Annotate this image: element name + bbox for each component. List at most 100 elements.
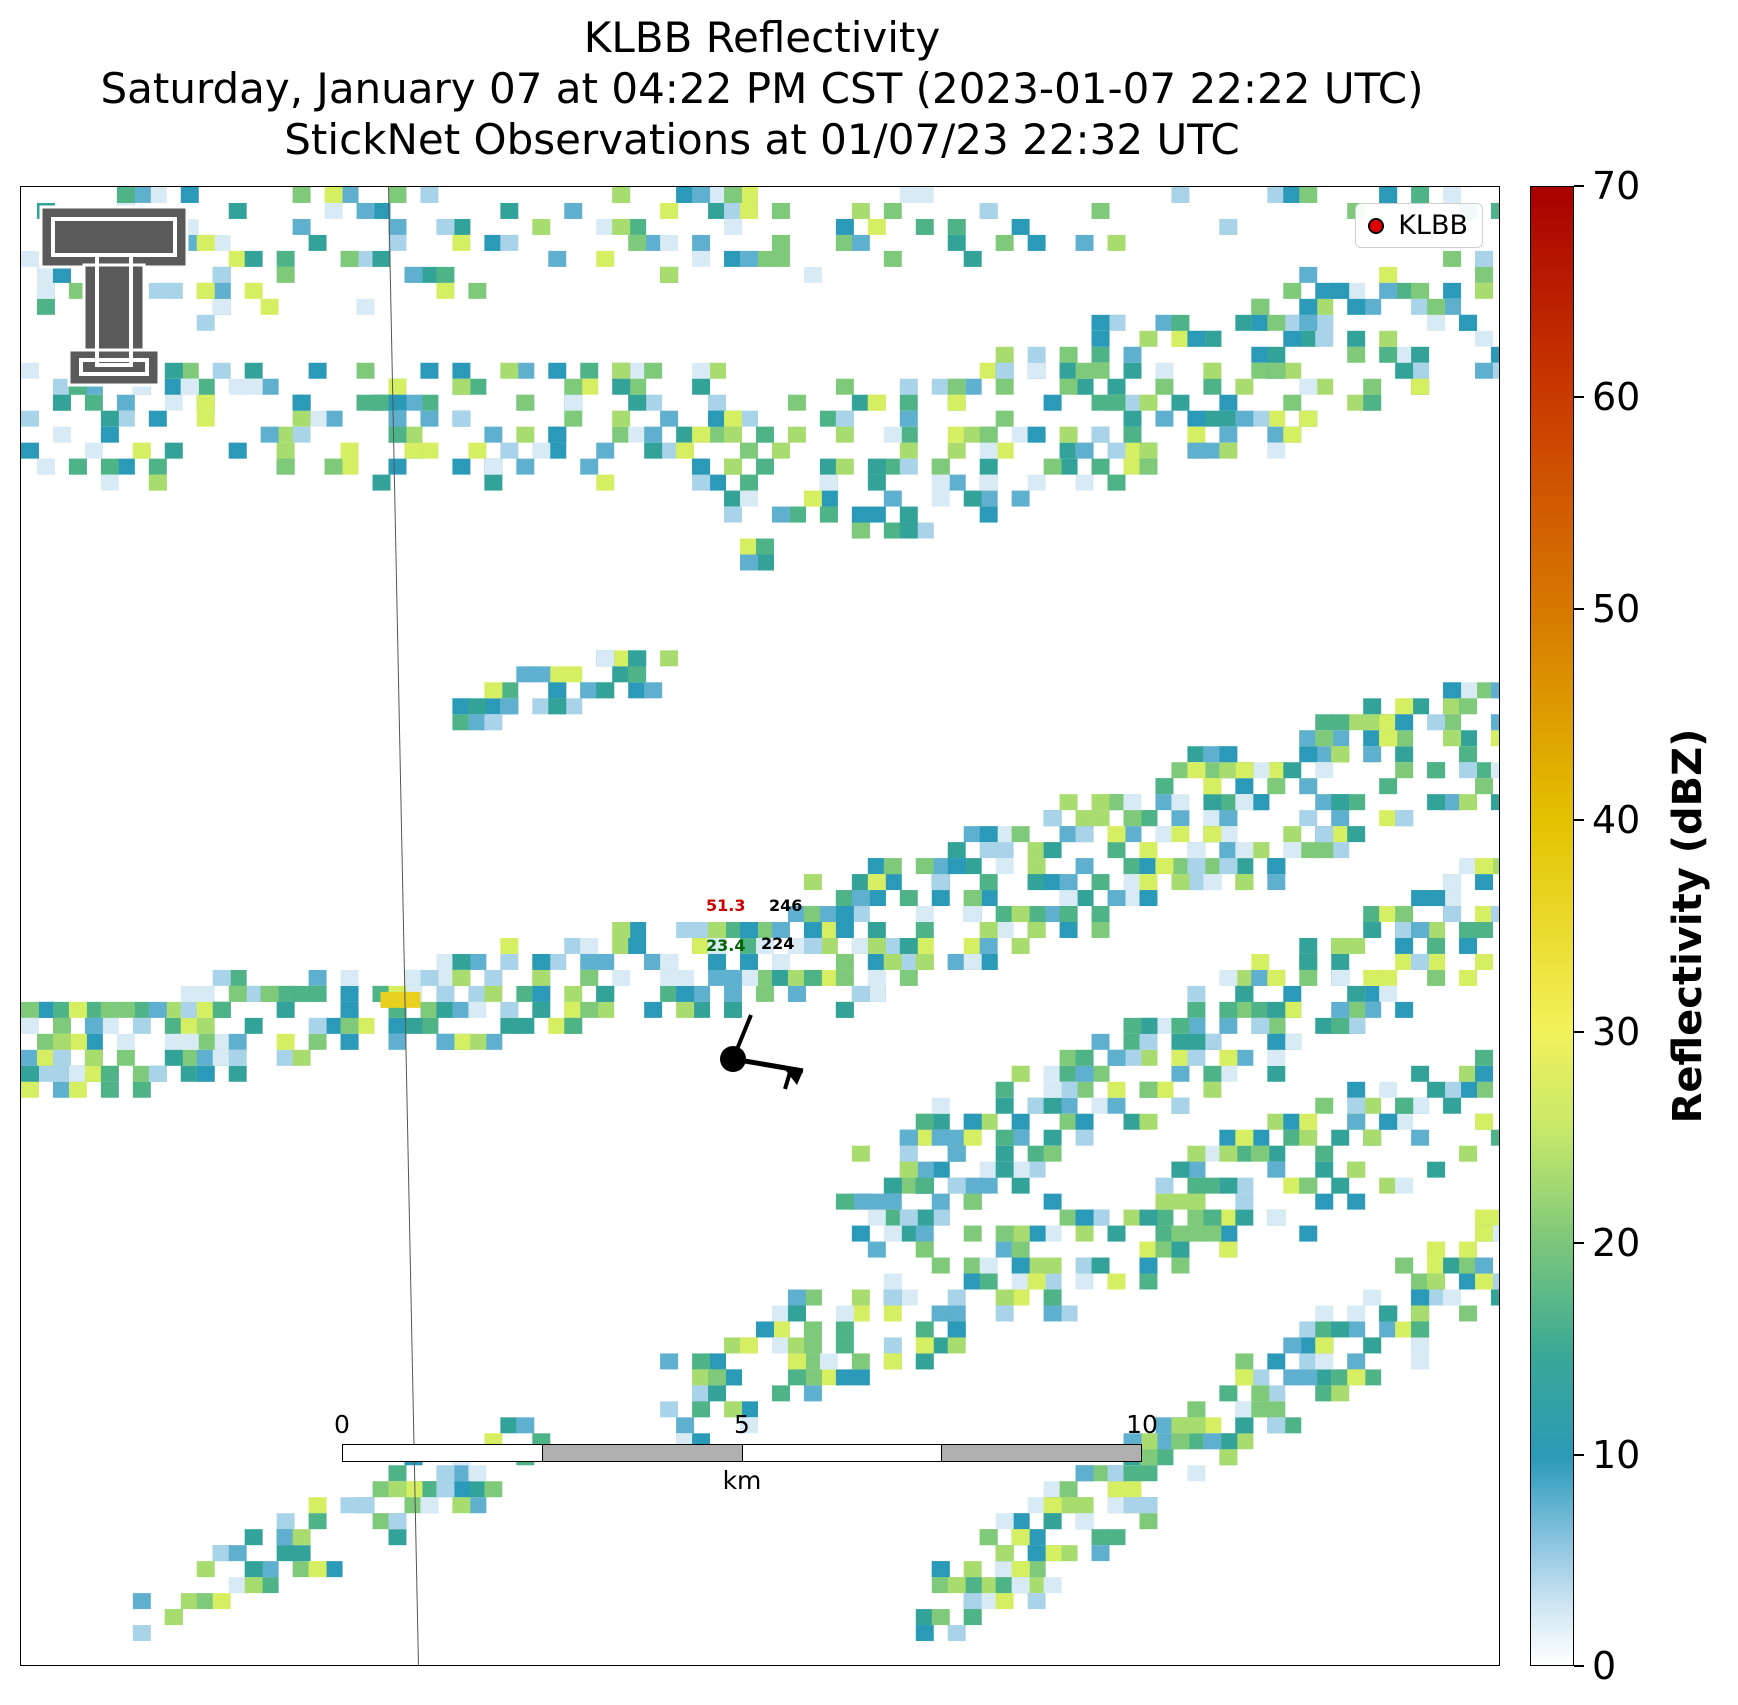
reflectivity-cell xyxy=(995,378,1014,395)
reflectivity-cell xyxy=(1187,858,1206,875)
reflectivity-cell xyxy=(1075,1065,1094,1082)
reflectivity-cell xyxy=(1059,1481,1078,1498)
reflectivity-cell xyxy=(452,1001,471,1018)
reflectivity-cell xyxy=(1187,874,1206,891)
reflectivity-cell xyxy=(324,202,343,219)
reflectivity-cell xyxy=(148,1065,167,1082)
reflectivity-cell xyxy=(1043,1225,1062,1242)
reflectivity-cell xyxy=(1091,906,1110,923)
reflectivity-cell xyxy=(1379,282,1398,299)
reflectivity-cell xyxy=(1123,858,1142,875)
reflectivity-cell xyxy=(100,1001,119,1018)
reflectivity-cell xyxy=(1059,1497,1078,1514)
reflectivity-cell xyxy=(1011,1065,1030,1082)
reflectivity-cell xyxy=(1427,314,1446,331)
reflectivity-cell xyxy=(1219,1177,1238,1194)
reflectivity-cell xyxy=(196,394,215,411)
reflectivity-cell xyxy=(1091,874,1110,891)
reflectivity-cell xyxy=(963,1193,982,1210)
reflectivity-cell xyxy=(803,969,822,986)
reflectivity-cell xyxy=(452,1033,471,1050)
reflectivity-cell xyxy=(1411,282,1430,299)
reflectivity-cell xyxy=(708,410,727,427)
reflectivity-cell xyxy=(1315,282,1334,299)
reflectivity-cell xyxy=(452,1497,471,1514)
reflectivity-cell xyxy=(132,187,151,203)
reflectivity-cell xyxy=(756,969,774,986)
reflectivity-cell xyxy=(1187,330,1206,347)
reflectivity-cell xyxy=(883,458,902,475)
reflectivity-cell xyxy=(388,394,407,411)
reflectivity-cell xyxy=(180,1049,199,1066)
reflectivity-cell xyxy=(212,1049,231,1066)
reflectivity-cell xyxy=(1283,187,1302,203)
reflectivity-cell xyxy=(1155,826,1174,843)
reflectivity-cell xyxy=(883,1337,902,1354)
reflectivity-cell xyxy=(1491,1225,1499,1242)
reflectivity-cell xyxy=(1139,330,1158,347)
reflectivity-cell xyxy=(1267,874,1286,891)
reflectivity-cell xyxy=(1091,426,1110,443)
reflectivity-cell xyxy=(36,1033,55,1050)
reflectivity-cell xyxy=(692,474,711,491)
reflectivity-cell xyxy=(484,714,503,731)
reflectivity-cell xyxy=(787,985,806,1002)
reflectivity-cell xyxy=(851,1145,870,1162)
reflectivity-cell xyxy=(1347,937,1366,954)
reflectivity-cell xyxy=(803,1337,822,1354)
reflectivity-cell xyxy=(260,1577,279,1594)
reflectivity-cell xyxy=(979,506,998,523)
reflectivity-cell xyxy=(308,985,327,1002)
reflectivity-cell xyxy=(1171,314,1190,331)
reflectivity-cell xyxy=(724,250,743,267)
reflectivity-cell xyxy=(1091,346,1110,363)
reflectivity-cell xyxy=(1091,1097,1110,1114)
reflectivity-cell xyxy=(724,490,743,507)
reflectivity-cell xyxy=(1107,1081,1126,1098)
station-dewpoint: 23.4 xyxy=(706,936,746,955)
reflectivity-cell xyxy=(708,202,727,219)
reflectivity-cell xyxy=(708,969,727,986)
reflectivity-cell xyxy=(228,1577,247,1594)
reflectivity-cell xyxy=(276,1545,295,1562)
reflectivity-cell xyxy=(819,922,838,938)
reflectivity-cell xyxy=(1043,874,1062,891)
reflectivity-cell xyxy=(724,1001,743,1018)
reflectivity-cell xyxy=(1011,426,1030,443)
reflectivity-cell xyxy=(1155,1017,1174,1034)
title-line-3: StickNet Observations at 01/07/23 22:32 … xyxy=(284,115,1240,164)
reflectivity-cell xyxy=(692,1369,711,1386)
reflectivity-cell xyxy=(851,234,870,251)
reflectivity-cell xyxy=(1075,1257,1094,1274)
reflectivity-cell xyxy=(708,426,727,443)
reflectivity-cell xyxy=(835,922,854,938)
reflectivity-cell xyxy=(580,937,599,954)
reflectivity-cell xyxy=(851,1289,870,1306)
radar-map[interactable]: KLBB 51.3 246 23.4 224 xyxy=(20,186,1500,1666)
reflectivity-cell xyxy=(1059,1305,1078,1322)
reflectivity-cell xyxy=(1427,1241,1446,1258)
reflectivity-cell xyxy=(1395,1177,1414,1194)
reflectivity-cell xyxy=(1443,794,1462,811)
reflectivity-cell xyxy=(979,474,998,491)
reflectivity-cell xyxy=(1219,810,1238,827)
reflectivity-cell xyxy=(1123,1209,1142,1226)
reflectivity-cell xyxy=(1379,969,1398,986)
reflectivity-cell xyxy=(803,1385,822,1402)
reflectivity-cell xyxy=(420,410,439,427)
reflectivity-cell xyxy=(1043,458,1062,475)
reflectivity-cell xyxy=(740,937,759,954)
reflectivity-cell xyxy=(1299,969,1318,986)
reflectivity-cell xyxy=(1363,298,1382,315)
reflectivity-cell xyxy=(244,362,263,379)
reflectivity-cell xyxy=(1219,762,1238,779)
reflectivity-cell xyxy=(756,985,774,1002)
reflectivity-cell xyxy=(947,378,966,395)
reflectivity-cell xyxy=(596,985,615,1002)
reflectivity-cell xyxy=(1411,922,1430,938)
reflectivity-cell xyxy=(1331,1129,1350,1146)
reflectivity-cell xyxy=(404,969,423,986)
reflectivity-cell xyxy=(452,362,471,379)
reflectivity-cell xyxy=(548,426,567,443)
reflectivity-cell xyxy=(1187,1417,1206,1434)
